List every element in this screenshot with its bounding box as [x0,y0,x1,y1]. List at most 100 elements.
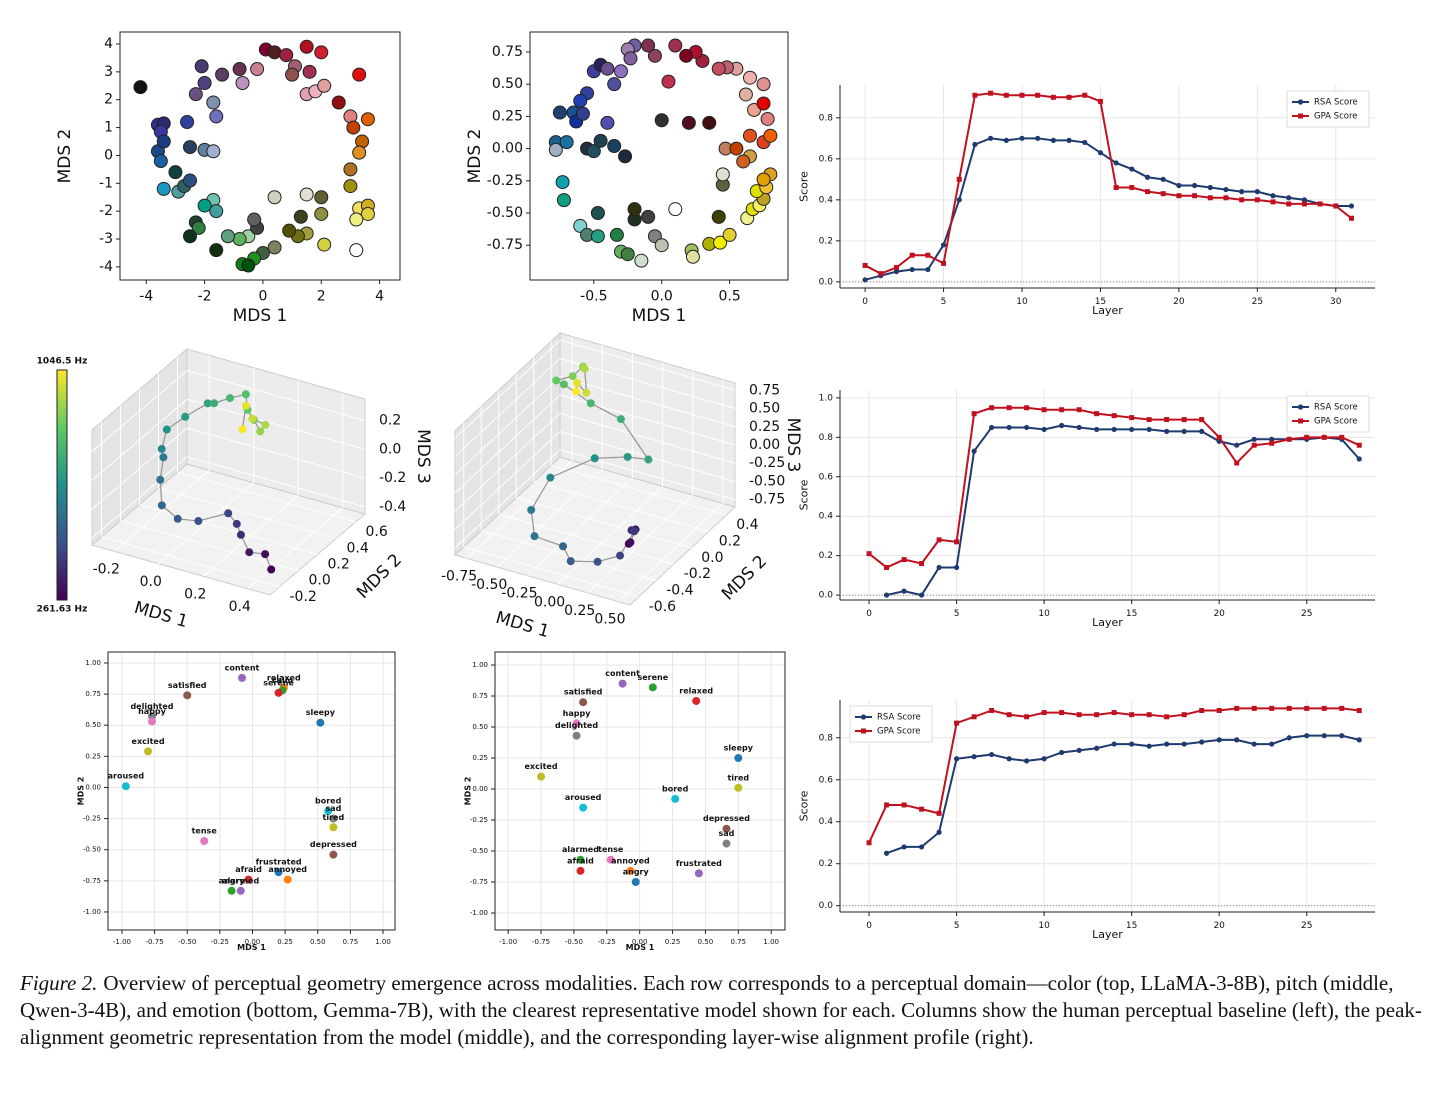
y-tick-label: 0.4 [819,195,834,205]
point-label: serene [263,678,294,687]
x-axis-title: MDS 1 [632,306,687,326]
point [156,181,171,196]
point [527,505,536,514]
grid-line [454,376,561,476]
tick-label: -0.2 [684,566,711,582]
marker [1348,203,1355,209]
x-axis-title: MDS 1 [233,306,288,326]
point [681,115,696,130]
point [157,444,166,453]
marker [971,411,977,417]
grid-line [454,358,561,457]
tick-label: 0.25 [749,419,780,435]
marker [1356,737,1362,743]
marker [1146,426,1152,433]
x-tick-label: 1.00 [375,938,391,946]
point [576,855,585,864]
marker [866,551,872,557]
x-tick-label: -0.75 [146,938,164,946]
marker [901,588,907,594]
point [210,399,219,408]
y-tick-label: -0.50 [83,846,101,854]
point [267,565,276,574]
marker [1006,424,1012,431]
y-tick-label: 0.75 [85,690,101,698]
point [552,105,567,120]
marker [936,564,942,571]
x-tick-label: -2 [198,288,212,304]
point [256,427,265,436]
y-tick-label: -1.00 [83,908,101,916]
point [630,527,639,536]
point [162,425,171,434]
point [559,135,574,150]
x-tick-label: 20 [1213,921,1225,931]
point [586,399,595,408]
z-axis-title: MDS 3 [413,429,433,484]
y-tick-label: -0.75 [487,237,523,253]
marker [1041,756,1047,762]
point [641,209,656,224]
y-tick-label: 0.25 [472,754,488,762]
x-tick-label: 0.00 [632,938,648,946]
point [220,229,235,244]
point-label: bored [315,797,342,806]
point-label: sad [325,804,341,813]
grid-line [551,464,727,516]
marker [1129,166,1135,172]
marker [919,806,925,812]
marker [1164,714,1170,720]
point [607,139,622,154]
y-tick-label: 0.00 [85,783,101,791]
point-label: tired [323,813,345,822]
marker [1333,203,1339,209]
marker [1066,137,1072,143]
marker [925,252,931,258]
point [756,172,771,187]
point-label: aroused [565,793,602,802]
point [559,542,568,551]
point [634,253,649,268]
marker [1094,411,1100,417]
point [250,62,265,77]
marker [1111,413,1117,419]
point [668,38,683,53]
tick-label: 0.00 [749,437,780,453]
marker [1176,193,1182,199]
point [267,45,282,60]
legend-marker [1298,418,1303,424]
point [590,206,605,221]
point [247,212,262,227]
point [722,824,731,833]
point [157,501,166,510]
marker [1076,424,1082,431]
point [232,62,247,77]
marker [953,756,960,762]
marker [1076,407,1082,413]
marker [1006,712,1012,718]
point-label: alarmed [562,845,599,854]
x-tick-label: -0.25 [211,938,229,946]
point [245,548,254,557]
marker [1129,426,1135,433]
y-tick-label: -3 [99,231,113,247]
point-label: afraid [567,856,594,865]
x-axis-title: MDS 1 [626,943,655,952]
point-label: satisfied [168,681,207,690]
marker [1024,714,1030,720]
y-tick-label: 0.75 [492,44,523,60]
point [711,209,726,224]
z-axis-title: MDS 3 [783,418,803,473]
point [618,679,627,688]
grid-line [466,460,573,559]
x-tick-label: 0.00 [245,938,261,946]
marker [1234,737,1240,743]
grid-line [177,471,356,523]
point [283,875,292,884]
marker [918,592,925,598]
grid-line [454,412,561,512]
y-axis-title: MDS 2 [465,129,485,184]
point [156,475,165,484]
point [623,452,632,461]
point [616,551,625,560]
